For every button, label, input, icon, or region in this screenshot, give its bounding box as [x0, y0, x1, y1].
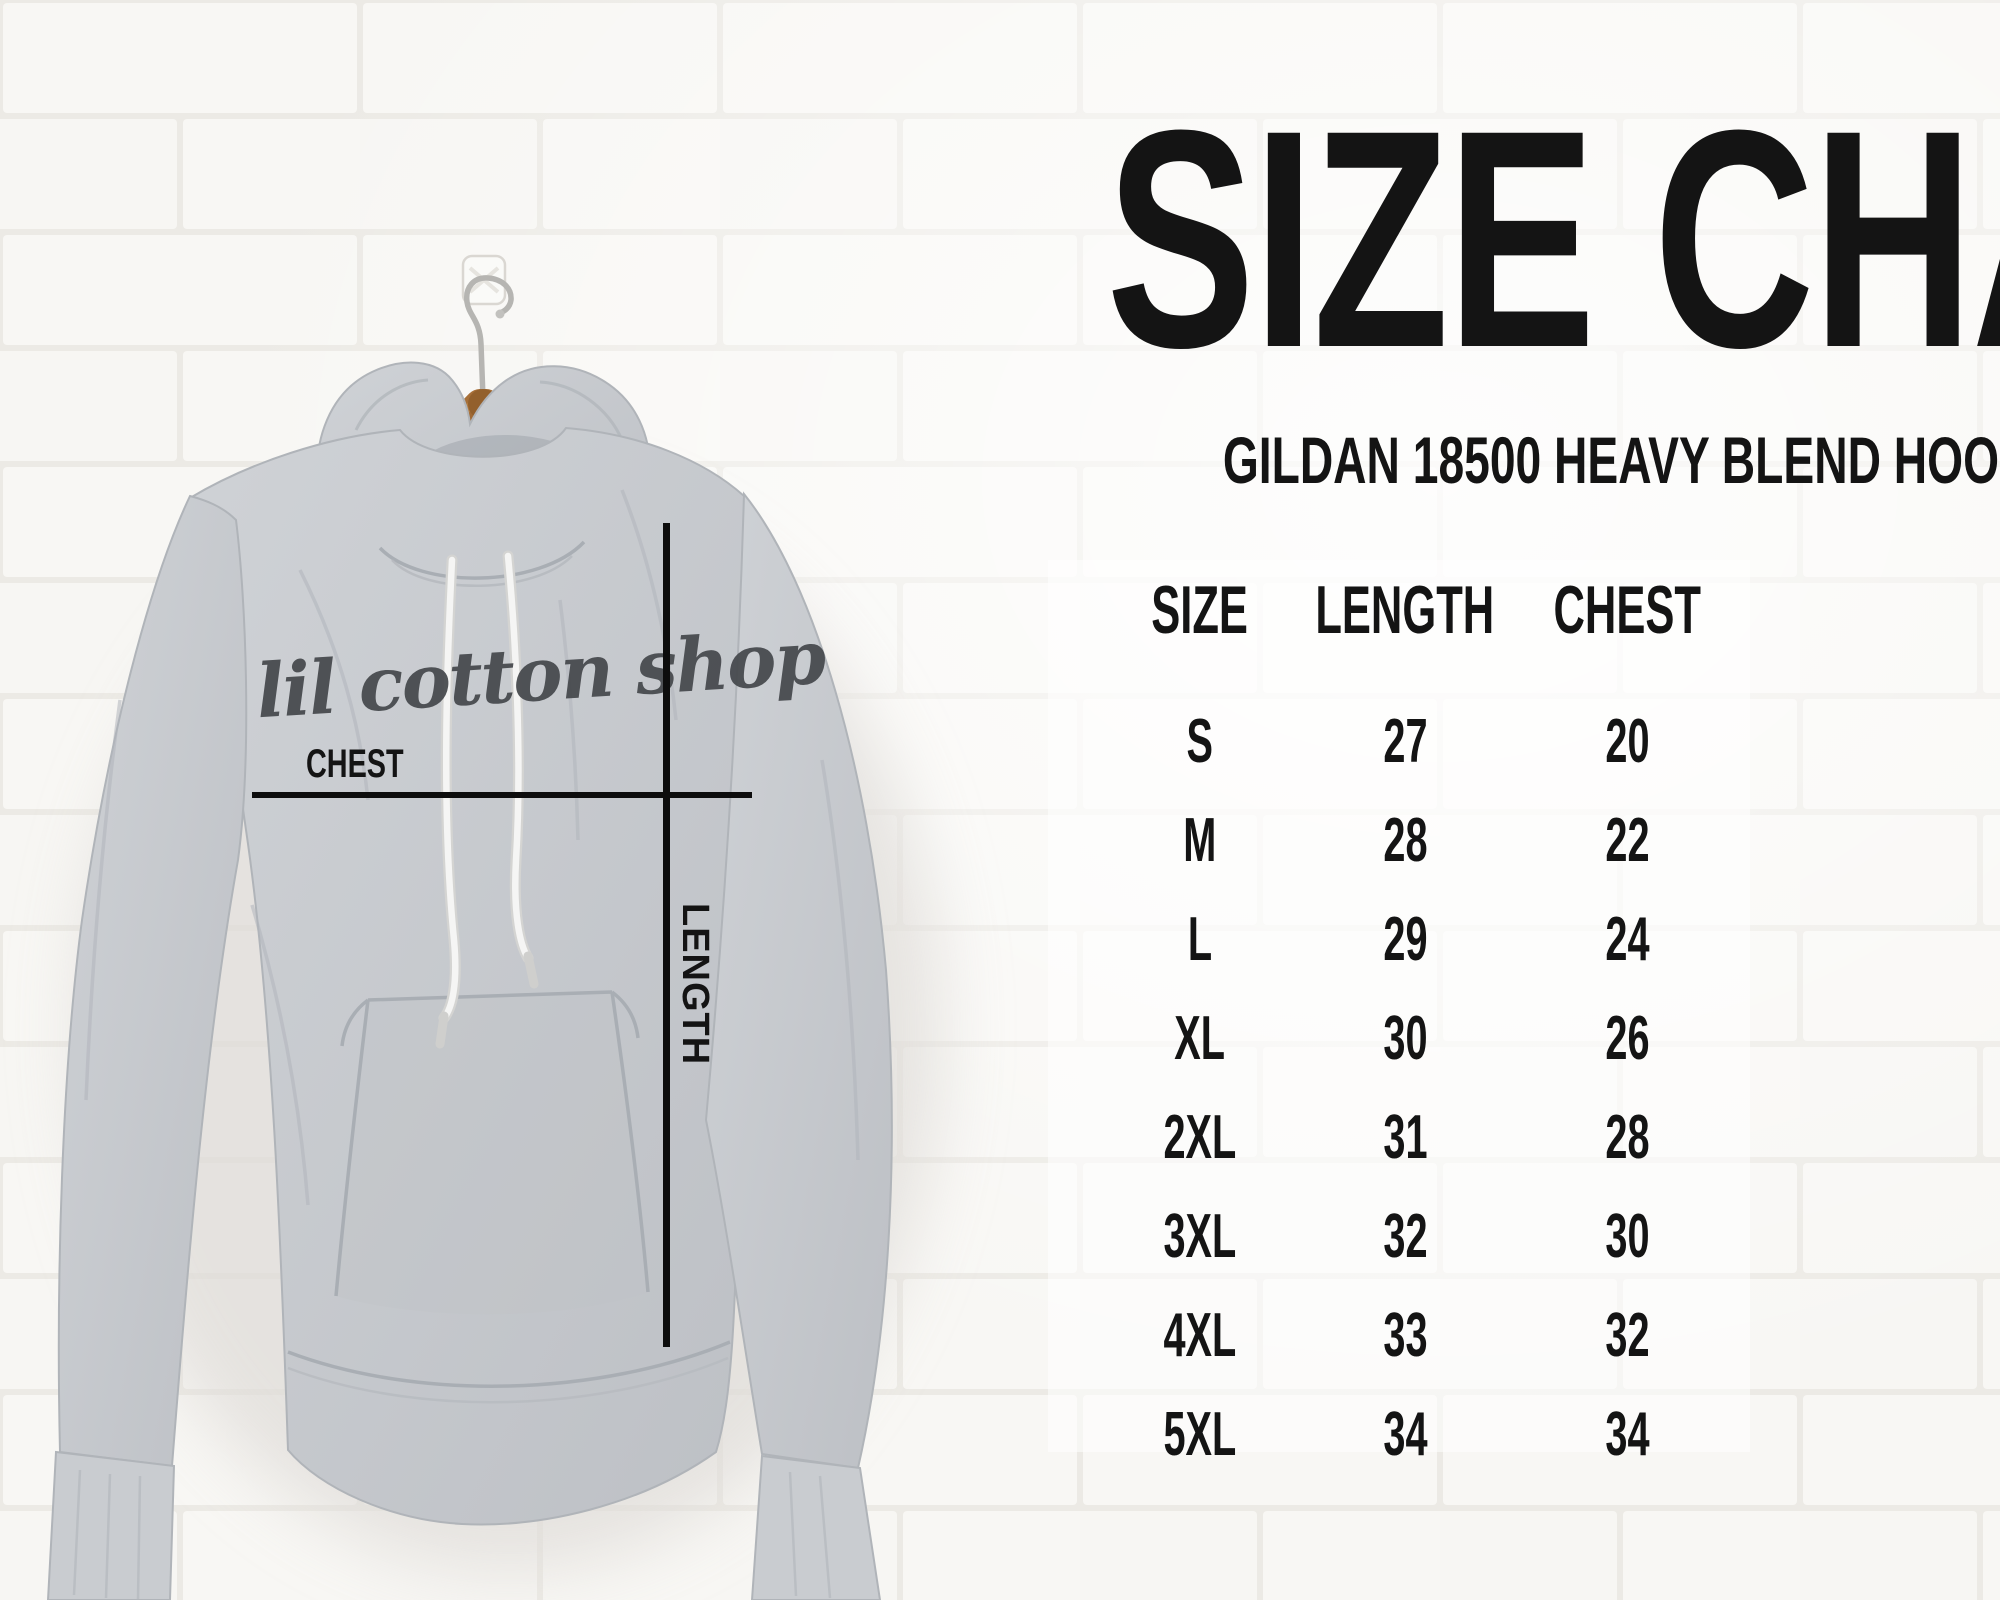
chest-measure-label: CHEST — [306, 742, 404, 786]
chest-value: 32 — [1605, 1301, 1650, 1370]
chest-measure-line — [252, 792, 752, 798]
size-table: SIZE LENGTH CHEST S 27 20 M 28 22 L 29 2… — [1100, 560, 1745, 1484]
chest-value: 24 — [1605, 905, 1650, 974]
column-header-length: LENGTH — [1315, 572, 1495, 648]
length-value: 31 — [1382, 1103, 1428, 1172]
page-subtitle: GILDAN 18500 HEAVY BLEND HOODIE — [1222, 423, 2000, 497]
table-row: S 27 20 — [1100, 692, 1745, 791]
chest-value: 30 — [1605, 1202, 1650, 1271]
size-value: L — [1187, 905, 1213, 974]
size-value: M — [1183, 806, 1217, 875]
chest-value: 26 — [1605, 1004, 1650, 1073]
page-title: SIZE CHART — [1106, 65, 2000, 412]
chest-value: 34 — [1605, 1400, 1650, 1469]
size-table-header: SIZE LENGTH CHEST — [1100, 560, 1745, 660]
length-value: 29 — [1382, 905, 1428, 974]
kangaroo-pocket — [334, 990, 650, 1315]
length-value: 34 — [1382, 1400, 1428, 1469]
length-value: 30 — [1382, 1004, 1428, 1073]
size-value: 2XL — [1163, 1103, 1237, 1172]
length-value: 33 — [1382, 1301, 1428, 1370]
table-row: 4XL 33 32 — [1100, 1286, 1745, 1385]
length-value: 32 — [1382, 1202, 1428, 1271]
size-value: S — [1186, 707, 1214, 776]
length-value: 28 — [1382, 806, 1428, 875]
chest-value: 28 — [1605, 1103, 1650, 1172]
chest-value: 20 — [1605, 707, 1650, 776]
size-value: 4XL — [1163, 1301, 1237, 1370]
table-row: 5XL 34 34 — [1100, 1385, 1745, 1484]
length-measure-label: LENGTH — [674, 903, 716, 1066]
table-row: 3XL 32 30 — [1100, 1187, 1745, 1286]
length-value: 27 — [1382, 707, 1428, 776]
size-value: XL — [1174, 1004, 1226, 1073]
chest-value: 22 — [1605, 806, 1650, 875]
table-row: L 29 24 — [1100, 890, 1745, 989]
size-value: 5XL — [1163, 1400, 1237, 1469]
column-header-chest: CHEST — [1553, 572, 1702, 648]
table-row: 2XL 31 28 — [1100, 1088, 1745, 1187]
table-row: XL 30 26 — [1100, 989, 1745, 1088]
column-header-size: SIZE — [1151, 572, 1249, 648]
table-row: M 28 22 — [1100, 791, 1745, 890]
length-measure-line — [663, 523, 670, 1347]
size-value: 3XL — [1163, 1202, 1237, 1271]
